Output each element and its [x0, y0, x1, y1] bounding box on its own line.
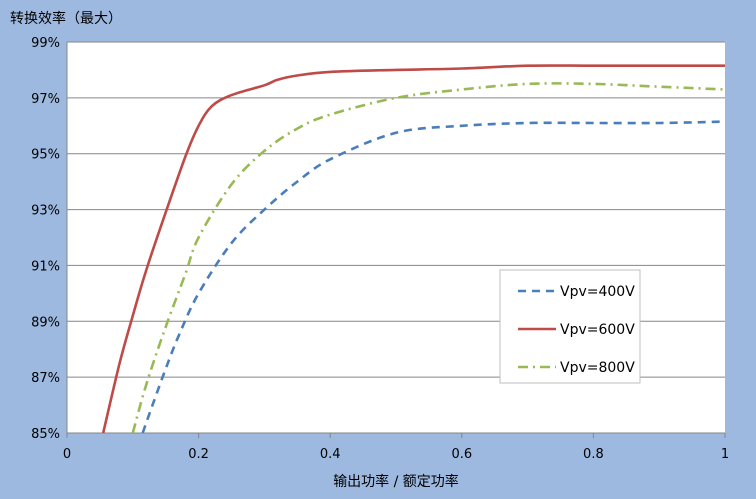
x-tick-label: 0 [63, 447, 71, 462]
y-tick-label: 85% [31, 427, 60, 442]
series-line-2 [101, 64, 725, 434]
y-tick-label: 99% [31, 36, 60, 51]
legend-label-2: Vpv=600V [560, 322, 635, 338]
x-tick-label: 0.2 [188, 447, 209, 462]
x-tick-label: 1 [721, 447, 729, 462]
y-tick-label: 89% [31, 315, 60, 330]
series-line-3 [131, 82, 726, 434]
series-line-1 [141, 120, 726, 434]
y-tick-label: 91% [31, 259, 60, 274]
y-tick-label: 93% [31, 204, 60, 219]
y-tick-label: 95% [31, 148, 60, 163]
y-tick-label: 87% [31, 371, 60, 386]
legend-label-1: Vpv=400V [560, 284, 635, 300]
x-axis-label: 输出功率 / 额定功率 [333, 473, 459, 490]
x-tick-label: 0.4 [320, 447, 341, 462]
legend: Vpv=400V Vpv=600V Vpv=800V [499, 269, 641, 384]
chart-title: 转换效率（最大） [10, 10, 122, 27]
legend-box [499, 269, 641, 384]
x-tick-label: 0.8 [583, 447, 604, 462]
series-lines [101, 64, 726, 434]
y-tick-label: 97% [31, 92, 60, 107]
axes: 85% 87% 89% 91% 93% 95% 97% 99% 0 0.2 0.4 0.6 0.8 1 [31, 36, 729, 462]
x-tick-label: 0.6 [451, 447, 472, 462]
legend-label-3: Vpv=800V [560, 360, 635, 376]
